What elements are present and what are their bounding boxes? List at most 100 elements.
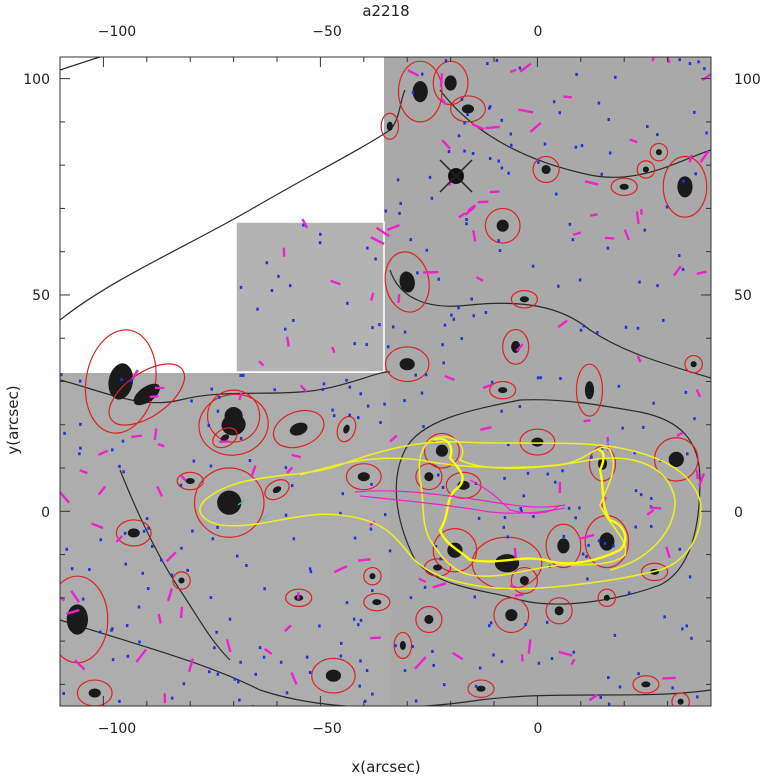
galaxy-ellipse [397,60,443,123]
shear-stick [467,204,477,212]
weak-point [138,640,141,644]
weak-point [477,516,481,520]
weak-point [600,172,603,176]
galaxy-core [619,183,629,190]
critical-curve-bright [432,437,627,565]
galaxy-core [185,477,195,485]
galaxy-core [133,383,160,406]
weak-point [302,223,305,227]
y-tick-label: 0 [734,505,743,521]
shear-stick [432,582,447,589]
weak-point [545,620,549,624]
weak-point [391,325,395,329]
weak-point [98,630,102,634]
galaxy-core [461,104,475,114]
weak-point [497,239,500,243]
weak-point [141,571,144,575]
weak-point [460,97,464,101]
weak-point [318,624,321,628]
weak-point [600,446,604,450]
weak-point [213,646,216,650]
galaxy-ellipse [510,566,539,595]
x-axis-label: x(arcsec) [351,758,420,776]
weak-point [681,627,684,631]
weak-point [262,655,266,659]
weak-point [690,636,693,640]
galaxy-core [641,681,651,688]
weak-point [192,459,196,463]
weak-point [705,131,708,135]
shear-stick [646,508,655,516]
shear-stick [66,608,80,615]
y-tick-label: 100 [734,72,761,88]
arc-features [354,479,566,514]
shear-stick [651,57,655,62]
weak-point [365,668,369,672]
galaxy-core [369,573,376,580]
galaxy-ellipse [311,657,356,694]
weak-point [186,568,189,572]
weak-point [365,343,368,347]
shear-stick [291,453,302,459]
galaxy-ellipse [336,415,357,443]
image-region-right [384,57,711,706]
galaxy-core [677,176,693,198]
caustic-lines [237,439,613,521]
galaxy-core [289,422,308,436]
weak-point [308,567,312,571]
galaxy-core [372,599,382,606]
weak-point [557,284,560,288]
weak-point [561,469,564,473]
weak-point [694,172,697,176]
shear-stick [414,656,427,670]
weak-point [414,699,418,703]
shear-stick [527,639,532,654]
weak-point [681,267,685,271]
weak-point [442,361,445,365]
caustic-line [261,514,269,521]
weak-point [506,443,510,447]
weak-point [403,399,406,403]
shear-stick [418,577,427,584]
weak-point [500,166,504,170]
weak-point [524,622,527,626]
galaxy-ellipse [489,380,517,400]
weak-point [353,536,357,540]
weak-point [216,409,220,413]
weak-point [292,537,296,541]
weak-point [550,657,554,661]
galaxy-core [531,437,544,447]
weak-point [638,280,641,284]
weak-point [209,596,213,600]
weak-point [239,660,242,664]
weak-point [606,246,610,250]
galaxy-core [599,532,615,551]
shear-stick [370,292,375,301]
weak-point [500,118,504,122]
shear-stick [699,150,710,163]
shear-stick [570,658,576,666]
galaxy-ellipse [264,479,290,501]
shear-stick [662,676,676,680]
galaxy-core [655,149,662,156]
weak-point [518,404,522,408]
weak-point [394,644,397,648]
shear-stick [558,650,573,657]
shear-stick [695,469,700,480]
galaxy-core [642,166,649,173]
galaxy-ellipse [380,112,400,140]
weak-point [309,570,313,574]
weak-point [78,379,82,383]
weak-point [682,179,685,183]
weak-point [443,323,447,327]
arc-feature [469,479,561,514]
galaxy-core [272,486,282,494]
weak-point [442,683,446,687]
x-tick-label: 0 [534,24,543,40]
weak-point [396,178,400,182]
galaxy-ellipse [575,363,604,417]
weak-point [414,373,417,377]
weak-point [352,617,356,621]
x-tick-label: −100 [98,24,136,40]
weak-point [339,654,343,658]
